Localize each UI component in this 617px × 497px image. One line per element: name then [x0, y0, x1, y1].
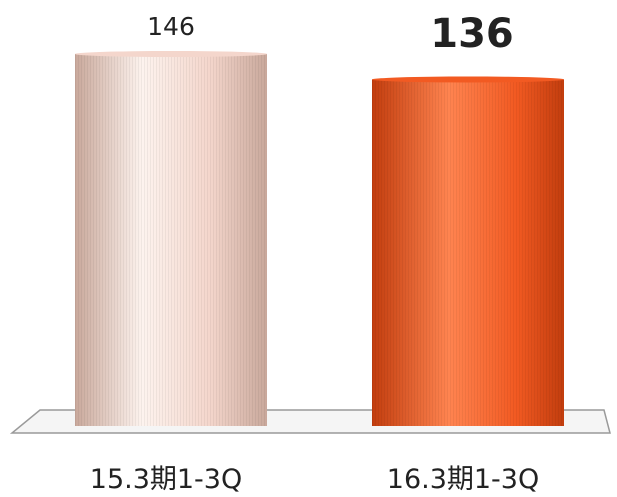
category-label-1: 15.3期1-3Q [90, 464, 242, 495]
value-label-2: 136 [430, 11, 514, 57]
bar-texture [372, 79, 564, 426]
bar-texture [75, 54, 267, 426]
value-label-1: 146 [147, 12, 195, 41]
bar-top [372, 76, 564, 83]
bar-top [75, 51, 267, 57]
category-label-2: 16.3期1-3Q [387, 464, 539, 495]
bar-1 [75, 51, 267, 426]
value-labels-group: 146 136 [147, 11, 514, 57]
bars-group [75, 51, 564, 426]
category-labels-group: 15.3期1-3Q 16.3期1-3Q [90, 464, 539, 495]
bar-2 [372, 76, 564, 426]
